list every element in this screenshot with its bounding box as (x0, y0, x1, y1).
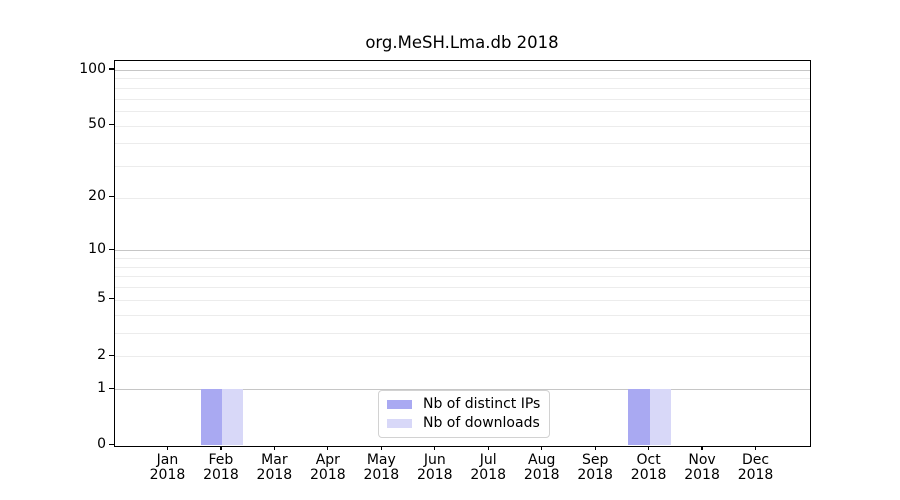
plot-area (114, 59, 811, 447)
x-tick-year: 2018 (416, 467, 453, 483)
bar-downloads-feb (221, 389, 244, 446)
x-tick-year: 2018 (256, 467, 293, 483)
x-tick-mark (754, 445, 757, 451)
bar-distinct-ips-feb (200, 389, 222, 446)
x-tick-year: 2018 (203, 467, 239, 483)
x-tick-month: May (366, 451, 396, 468)
minor-gridline (115, 356, 810, 358)
x-tick-mark (380, 445, 382, 451)
legend-row: Nb of downloads (387, 415, 540, 432)
x-tick-mark (594, 445, 596, 451)
x-tick-mark (487, 445, 489, 451)
minor-gridline (115, 266, 810, 268)
x-tick-label: Jan 2018 (135, 451, 199, 484)
legend-label: Nb of distinct IPs (423, 396, 541, 412)
minor-gridline (115, 287, 810, 289)
x-tick-label: Mar 2018 (242, 451, 306, 484)
major-gridline (115, 389, 810, 391)
y-tick-mark (109, 123, 114, 126)
y-tick-label: 5 (97, 290, 106, 307)
x-tick-label: Nov 2018 (670, 451, 734, 484)
y-tick-label: 100 (79, 60, 106, 77)
x-tick-year: 2018 (470, 467, 507, 483)
x-tick-month: Apr (315, 451, 340, 468)
x-tick-year: 2018 (523, 467, 560, 483)
y-tick-label: 10 (88, 240, 106, 257)
legend-label: Nb of downloads (423, 415, 540, 431)
minor-gridline (115, 276, 810, 278)
minor-gridline (115, 258, 810, 260)
y-tick-mark (109, 68, 114, 70)
legend: Nb of distinct IPs Nb of downloads (378, 390, 551, 438)
legend-swatch-distinct-ips (387, 399, 412, 410)
chart-title: org.MeSH.Lma.db 2018 (365, 33, 559, 52)
x-tick-month: Jul (479, 451, 497, 468)
minor-gridline (115, 78, 810, 80)
y-tick-label: 20 (88, 188, 106, 205)
x-tick-mark (327, 445, 329, 451)
legend-swatch-downloads (387, 418, 412, 429)
x-tick-label: May 2018 (349, 451, 413, 484)
minor-gridline (115, 166, 810, 168)
x-tick-month: Jan (156, 451, 179, 468)
x-tick-label: Oct 2018 (617, 451, 681, 484)
y-tick-mark (109, 248, 114, 250)
x-tick-month: Sep (581, 451, 609, 468)
y-tick-mark (109, 443, 114, 446)
x-tick-mark (648, 445, 650, 451)
major-gridline (115, 70, 810, 71)
x-tick-mark (273, 445, 275, 451)
y-tick-mark (109, 196, 114, 198)
x-tick-mark (701, 445, 703, 451)
x-tick-year: 2018 (363, 467, 400, 483)
x-tick-mark (434, 445, 436, 451)
x-tick-label: Jun 2018 (403, 451, 467, 484)
y-tick-mark (109, 387, 114, 389)
x-tick-month: Nov (688, 451, 716, 468)
y-tick-mark (109, 298, 114, 300)
x-tick-month: Aug (528, 451, 556, 468)
minor-gridline (115, 314, 810, 316)
minor-gridline (115, 197, 810, 199)
x-tick-month: Jun (423, 451, 446, 468)
y-tick-label: 0 (97, 436, 106, 452)
x-tick-year: 2018 (310, 467, 346, 483)
minor-gridline (115, 98, 810, 100)
x-tick-mark (220, 445, 222, 451)
x-tick-year: 2018 (577, 467, 613, 483)
x-tick-label: Jul 2018 (456, 451, 520, 484)
x-tick-label: Apr 2018 (296, 451, 360, 484)
x-tick-year: 2018 (737, 467, 774, 483)
legend-row: Nb of distinct IPs (387, 396, 540, 413)
minor-gridline (115, 111, 810, 113)
x-tick-mark (541, 445, 543, 451)
minor-gridline (115, 332, 810, 334)
y-tick-label: 2 (97, 346, 106, 363)
x-tick-month: Oct (636, 451, 661, 468)
minor-gridline (115, 143, 810, 145)
x-tick-label: Dec 2018 (724, 451, 788, 484)
y-tick-mark (109, 354, 114, 356)
x-tick-mark (166, 445, 169, 451)
bar-downloads-oct (649, 389, 671, 446)
minor-gridline (115, 87, 810, 89)
x-tick-year: 2018 (149, 467, 186, 483)
y-tick-label: 1 (97, 379, 106, 396)
x-tick-label: Aug 2018 (510, 451, 574, 484)
x-tick-month: Mar (261, 451, 288, 468)
x-tick-label: Sep 2018 (563, 451, 627, 484)
y-tick-label: 50 (88, 116, 106, 133)
bar-distinct-ips-oct (628, 389, 650, 446)
x-tick-year: 2018 (630, 467, 667, 483)
x-tick-month: Dec (741, 451, 770, 468)
major-gridline (115, 250, 810, 252)
minor-gridline (115, 125, 810, 127)
x-tick-month: Feb (208, 451, 234, 468)
minor-gridline (115, 299, 810, 301)
x-tick-label: Feb 2018 (189, 451, 253, 484)
x-tick-year: 2018 (684, 467, 720, 483)
